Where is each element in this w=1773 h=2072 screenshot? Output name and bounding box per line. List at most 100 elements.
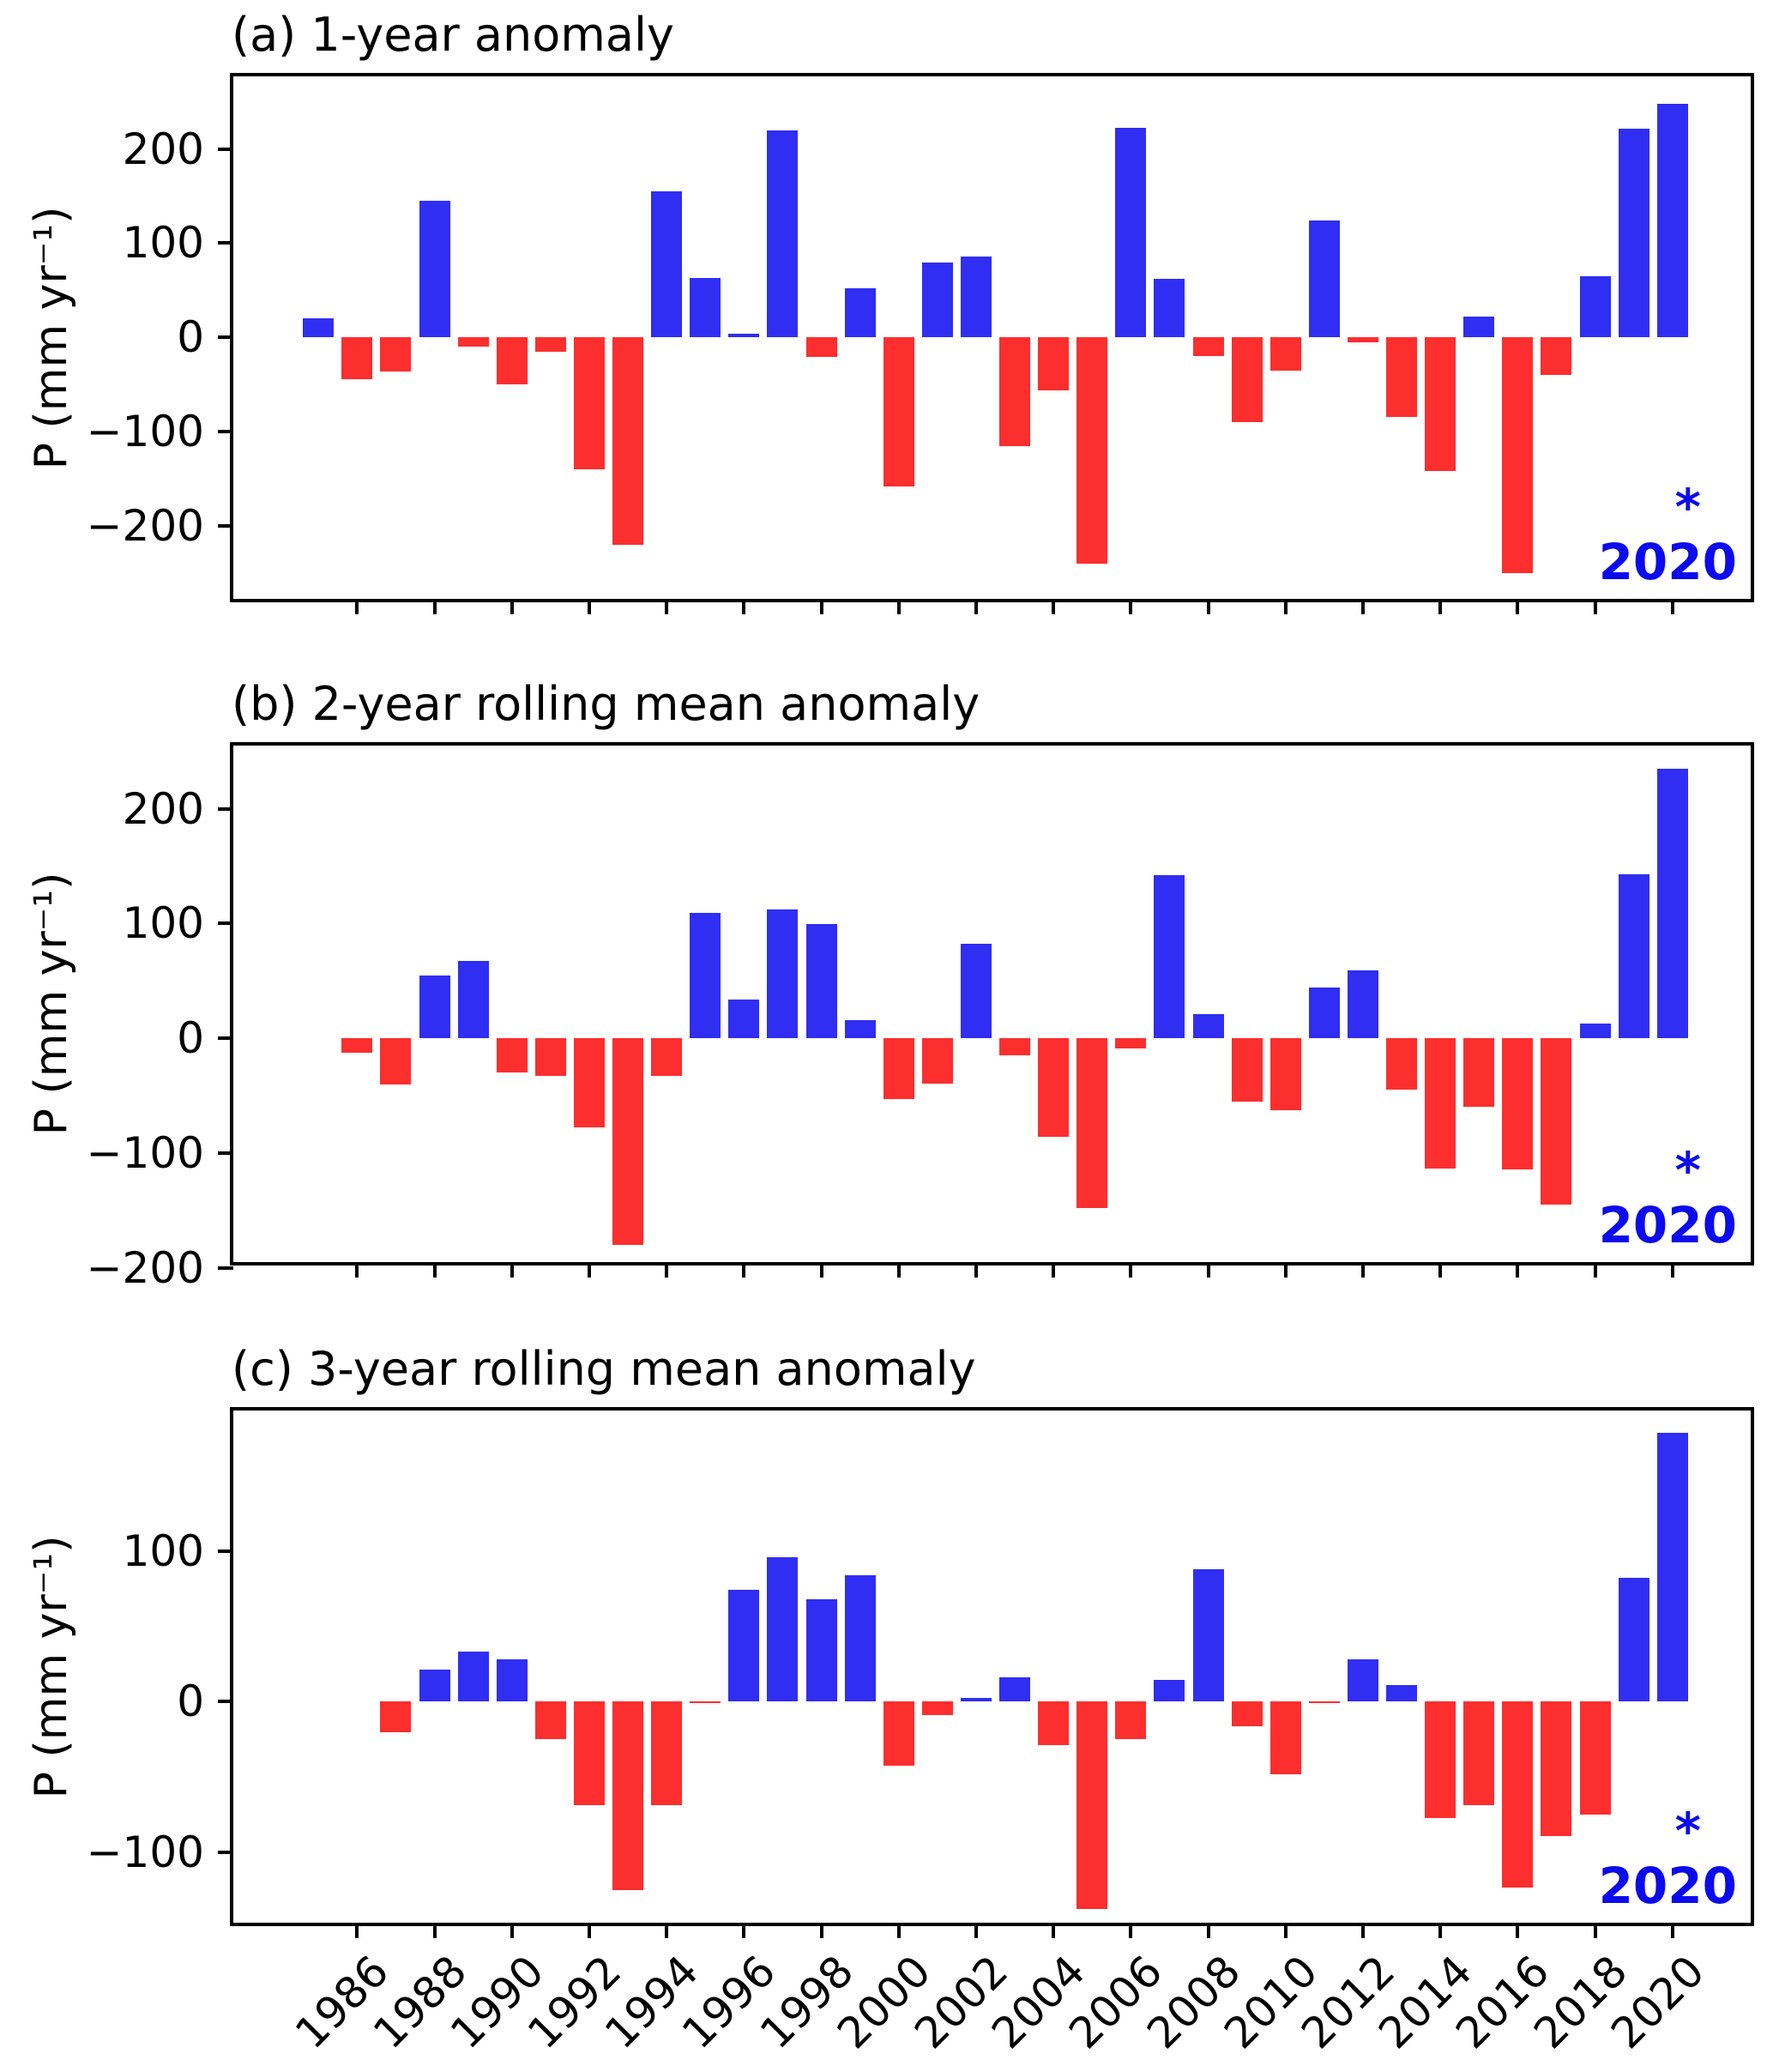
bar-b-2020 bbox=[1656, 769, 1688, 1039]
bar-c-1991 bbox=[534, 1701, 566, 1740]
bar-b-1996 bbox=[728, 1000, 760, 1039]
y-tick-mark-a-200 bbox=[218, 147, 233, 151]
bar-a-2006 bbox=[1115, 128, 1147, 338]
panel-b-title: (b) 2-year rolling mean anomaly bbox=[232, 677, 980, 731]
bar-a-1992 bbox=[573, 337, 605, 469]
x-tick-mark-b-1998 bbox=[819, 1262, 823, 1278]
x-tick-mark-c-2014 bbox=[1438, 1923, 1443, 1938]
x-tick-mark-c-1994 bbox=[665, 1923, 669, 1938]
bar-c-1997 bbox=[767, 1557, 799, 1702]
y-tick-label-c-100: 100 bbox=[122, 1525, 204, 1576]
x-tick-mark-a-2012 bbox=[1360, 599, 1365, 614]
x-tick-mark-b-1988 bbox=[432, 1262, 437, 1278]
bar-a-2018 bbox=[1579, 275, 1611, 338]
bar-c-2010 bbox=[1269, 1701, 1301, 1775]
y-tick-label-a--100: −100 bbox=[86, 406, 204, 456]
bar-c-2001 bbox=[921, 1701, 953, 1716]
bar-a-1989 bbox=[457, 337, 489, 347]
bar-a-2013 bbox=[1386, 337, 1418, 418]
x-tick-mark-a-2004 bbox=[1052, 599, 1056, 614]
y-tick-mark-b--200 bbox=[218, 1266, 233, 1270]
x-tick-mark-b-2010 bbox=[1283, 1262, 1288, 1278]
y-tick-mark-b-100 bbox=[218, 921, 233, 926]
bar-b-1994 bbox=[651, 1038, 683, 1076]
bar-a-2000 bbox=[883, 337, 914, 486]
bar-a-2009 bbox=[1231, 337, 1263, 422]
bar-b-1993 bbox=[612, 1038, 644, 1245]
bar-b-2011 bbox=[1308, 987, 1340, 1039]
bar-a-1995 bbox=[690, 277, 721, 338]
bar-a-2010 bbox=[1269, 337, 1301, 371]
bar-a-2012 bbox=[1347, 337, 1378, 342]
bar-c-2014 bbox=[1425, 1701, 1456, 1819]
bar-c-1993 bbox=[612, 1701, 644, 1891]
x-tick-mark-b-2004 bbox=[1052, 1262, 1056, 1278]
x-tick-mark-c-2008 bbox=[1206, 1923, 1210, 1938]
bar-b-2005 bbox=[1076, 1038, 1108, 1209]
panel-c-2020-annotation: 2020 bbox=[1598, 1857, 1737, 1915]
bar-c-1999 bbox=[844, 1575, 876, 1702]
x-tick-mark-c-2004 bbox=[1052, 1923, 1056, 1938]
x-tick-mark-a-1994 bbox=[665, 599, 669, 614]
bar-a-1998 bbox=[805, 337, 837, 358]
y-tick-label-b--200: −200 bbox=[86, 1242, 204, 1293]
bar-c-2012 bbox=[1347, 1659, 1378, 1702]
bar-c-1990 bbox=[496, 1658, 528, 1702]
bar-b-1986 bbox=[341, 1038, 373, 1053]
x-tick-mark-c-2016 bbox=[1516, 1923, 1520, 1938]
bar-c-2000 bbox=[883, 1701, 914, 1766]
bar-a-2014 bbox=[1425, 337, 1456, 471]
bar-c-1995 bbox=[690, 1701, 721, 1704]
bar-b-1987 bbox=[380, 1038, 412, 1085]
x-tick-mark-b-1994 bbox=[665, 1262, 669, 1278]
y-tick-mark-c-100 bbox=[218, 1549, 233, 1553]
x-tick-mark-b-2014 bbox=[1438, 1262, 1443, 1278]
bar-a-2005 bbox=[1076, 337, 1108, 564]
x-tick-mark-b-2006 bbox=[1129, 1262, 1133, 1278]
bar-c-2013 bbox=[1386, 1684, 1418, 1702]
panel-2-year-rolling-mean-anomaly: (b) 2-year rolling mean anomaly P (mm yr… bbox=[26, 677, 1754, 1290]
y-tick-mark-a--100 bbox=[218, 429, 233, 433]
panel-b-star-annotation: * bbox=[1674, 1141, 1701, 1199]
bar-a-1986 bbox=[341, 337, 373, 380]
x-tick-mark-c-2012 bbox=[1360, 1923, 1365, 1938]
panel-c-title: (c) 3-year rolling mean anomaly bbox=[232, 1342, 976, 1396]
bar-a-2003 bbox=[999, 337, 1031, 447]
panel-b-plot-area: * 2020 200 100 0 −100 −200 bbox=[87, 742, 1754, 1290]
bar-c-2016 bbox=[1502, 1701, 1534, 1888]
bar-a-2001 bbox=[921, 263, 953, 338]
x-tick-mark-b-2016 bbox=[1516, 1262, 1520, 1278]
x-tick-mark-b-1990 bbox=[510, 1262, 514, 1278]
bar-c-1988 bbox=[419, 1669, 450, 1702]
bar-b-2014 bbox=[1425, 1038, 1456, 1169]
x-tick-mark-b-1986 bbox=[355, 1262, 359, 1278]
bar-c-2002 bbox=[960, 1698, 992, 1702]
bar-b-2003 bbox=[999, 1038, 1031, 1056]
panel-a-plot-area: * 2020 200 100 0 −100 −200 bbox=[87, 73, 1754, 614]
y-tick-label-b-100: 100 bbox=[122, 898, 204, 949]
bar-b-2010 bbox=[1269, 1038, 1301, 1110]
y-tick-label-b-0: 0 bbox=[177, 1013, 204, 1064]
x-tick-mark-c-2018 bbox=[1593, 1923, 1597, 1938]
x-tick-mark-a-1996 bbox=[742, 599, 746, 614]
panel-3-year-rolling-mean-anomaly: (c) 3-year rolling mean anomaly P (mm yr… bbox=[26, 1342, 1754, 2058]
bar-b-2009 bbox=[1231, 1038, 1263, 1102]
x-tick-mark-c-1996 bbox=[742, 1923, 746, 1938]
bar-b-1992 bbox=[573, 1038, 605, 1127]
bar-b-2007 bbox=[1154, 875, 1185, 1039]
bar-b-2006 bbox=[1115, 1038, 1147, 1049]
bar-a-1987 bbox=[380, 337, 412, 372]
x-tick-mark-a-1986 bbox=[355, 599, 359, 614]
bar-a-1988 bbox=[419, 200, 450, 338]
panel-a-star-annotation: * bbox=[1674, 478, 1701, 536]
bar-b-1995 bbox=[690, 913, 721, 1039]
bar-c-2020 bbox=[1656, 1433, 1688, 1702]
bar-c-1998 bbox=[805, 1599, 837, 1702]
y-tick-label-a--200: −200 bbox=[86, 500, 204, 551]
x-tick-mark-a-2018 bbox=[1593, 599, 1597, 614]
bar-c-2004 bbox=[1038, 1701, 1070, 1745]
bar-c-1994 bbox=[651, 1701, 683, 1805]
bar-c-2015 bbox=[1463, 1701, 1495, 1805]
y-tick-mark-c-0 bbox=[218, 1700, 233, 1704]
x-tick-mark-c-1986 bbox=[355, 1923, 359, 1938]
